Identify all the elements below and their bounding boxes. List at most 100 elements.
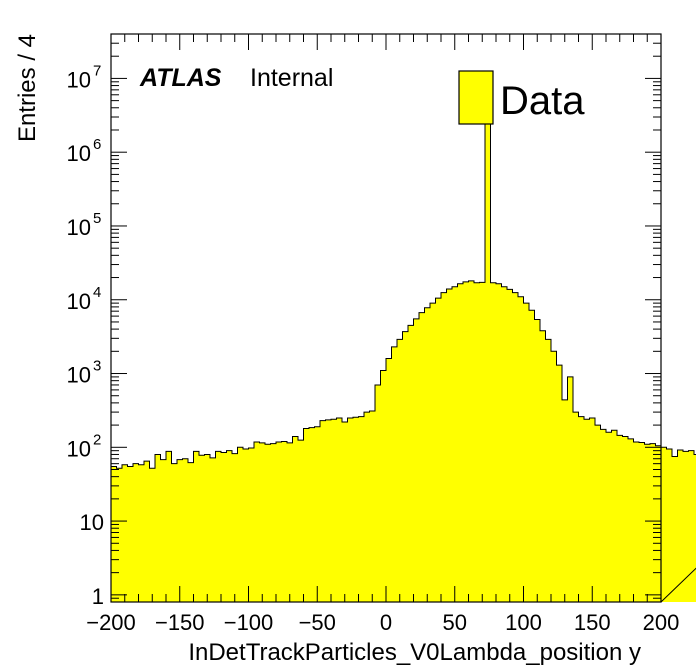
- y-tick-label-exponent: 2: [93, 431, 101, 448]
- histogram-bar: [204, 454, 211, 602]
- histogram-bar: [292, 436, 299, 602]
- y-axis-title: Entries / 4: [14, 34, 41, 142]
- y-tick-label: 10: [67, 436, 91, 461]
- histogram-bar: [232, 453, 238, 602]
- histogram-bar: [144, 461, 150, 602]
- histogram-bar: [226, 450, 233, 602]
- histogram-bar: [479, 282, 486, 602]
- histogram-bar: [149, 468, 156, 602]
- x-tick-label: −200: [86, 610, 136, 635]
- histogram-bar: [518, 296, 524, 602]
- histogram-bar: [683, 451, 689, 602]
- histogram-bar: [309, 427, 315, 602]
- histogram-bar: [540, 330, 546, 602]
- histogram-bar: [166, 451, 172, 602]
- histogram-bar: [281, 441, 288, 602]
- histogram-bar: [122, 464, 128, 602]
- histogram-bar: [441, 292, 447, 602]
- histogram-bar: [567, 376, 574, 602]
- histogram-bar: [380, 370, 387, 602]
- histogram-bar: [490, 282, 497, 602]
- histogram-bar: [298, 440, 304, 602]
- histogram-bar: [562, 399, 568, 602]
- x-axis-title: InDetTrackParticles_V0Lambda_position y: [188, 639, 641, 666]
- histogram-bar: [463, 281, 469, 602]
- y-tick-label-exponent: 6: [93, 136, 101, 153]
- histogram-bar: [507, 289, 513, 602]
- histogram-bar: [243, 448, 249, 602]
- y-tick-label-exponent: 4: [93, 284, 101, 301]
- histogram-bar: [666, 448, 673, 602]
- histogram-bar: [628, 438, 634, 602]
- histogram-bar: [534, 319, 541, 602]
- x-tick-label: 50: [443, 610, 467, 635]
- histogram-bar: [556, 365, 563, 602]
- y-tick-label: 10: [80, 510, 104, 535]
- histogram-bar: [171, 463, 178, 602]
- x-tick-label: 100: [505, 610, 542, 635]
- histogram-bar: [688, 450, 695, 602]
- histogram-bar: [551, 351, 557, 602]
- histogram-bar: [501, 286, 508, 602]
- histogram-bar: [199, 455, 205, 602]
- x-tick-label: −50: [299, 610, 336, 635]
- histogram-bar: [600, 429, 607, 602]
- histogram-bar: [595, 425, 601, 602]
- histogram-bar: [474, 282, 480, 602]
- histogram-bar: [314, 426, 321, 602]
- histogram-bar: [259, 442, 266, 602]
- histogram-bar: [133, 463, 139, 602]
- histogram-bar: [457, 283, 464, 602]
- histogram-bar: [369, 411, 376, 602]
- x-tick-label: 150: [574, 610, 611, 635]
- histogram-bar: [529, 310, 535, 602]
- histogram-bar: [584, 419, 590, 602]
- histogram-bar: [545, 339, 552, 602]
- histogram-bar: [633, 441, 640, 602]
- histogram-bar: [386, 358, 392, 602]
- histogram-bar: [347, 417, 354, 602]
- histogram-bar: [375, 384, 381, 602]
- atlas-label: ATLAS: [139, 64, 222, 92]
- histogram-bar: [408, 325, 414, 602]
- histogram-bar: [419, 312, 425, 602]
- histogram-bar: [248, 447, 255, 602]
- histogram-bar: [589, 417, 596, 602]
- histogram-bar: [622, 436, 629, 602]
- histogram-bar: [694, 454, 696, 602]
- x-tick-label: 200: [643, 610, 680, 635]
- histogram-bar: [353, 417, 359, 602]
- histogram-bar: [677, 449, 684, 602]
- histogram-bar: [237, 447, 244, 602]
- histogram-bar: [265, 444, 271, 602]
- y-tick-label-exponent: 5: [93, 210, 101, 227]
- histogram-bar: [617, 435, 623, 602]
- histogram-bar: [611, 430, 618, 602]
- histogram-bar: [155, 454, 161, 602]
- histogram-bar: [270, 443, 277, 602]
- histogram-bar: [331, 419, 337, 602]
- histogram-bar: [138, 464, 145, 602]
- histogram-bar: [111, 466, 117, 602]
- histogram-bar: [655, 445, 662, 602]
- plot-frame: [110, 33, 662, 603]
- histogram-bar: [182, 458, 189, 602]
- legend-swatch-data: [458, 70, 494, 125]
- histogram-bar: [523, 303, 530, 602]
- x-tick-labels: −200 −150 −100 −50 0 50 100 150 200: [86, 610, 679, 635]
- x-tick-label: −150: [155, 610, 205, 635]
- histogram-bars: [110, 116, 696, 603]
- x-tick-label: −100: [224, 610, 274, 635]
- histogram-bar: [639, 442, 645, 602]
- histogram-bar: [468, 280, 475, 602]
- histogram-bar: [215, 451, 222, 602]
- y-tick-label: 10: [67, 289, 91, 314]
- histogram-bar: [413, 318, 420, 602]
- histogram-bar: [116, 468, 123, 602]
- atlas-status-label: Internal: [250, 64, 333, 92]
- y-tick-label: 10: [67, 215, 91, 240]
- histogram-bar: [193, 451, 200, 602]
- histogram-bar: [160, 459, 167, 602]
